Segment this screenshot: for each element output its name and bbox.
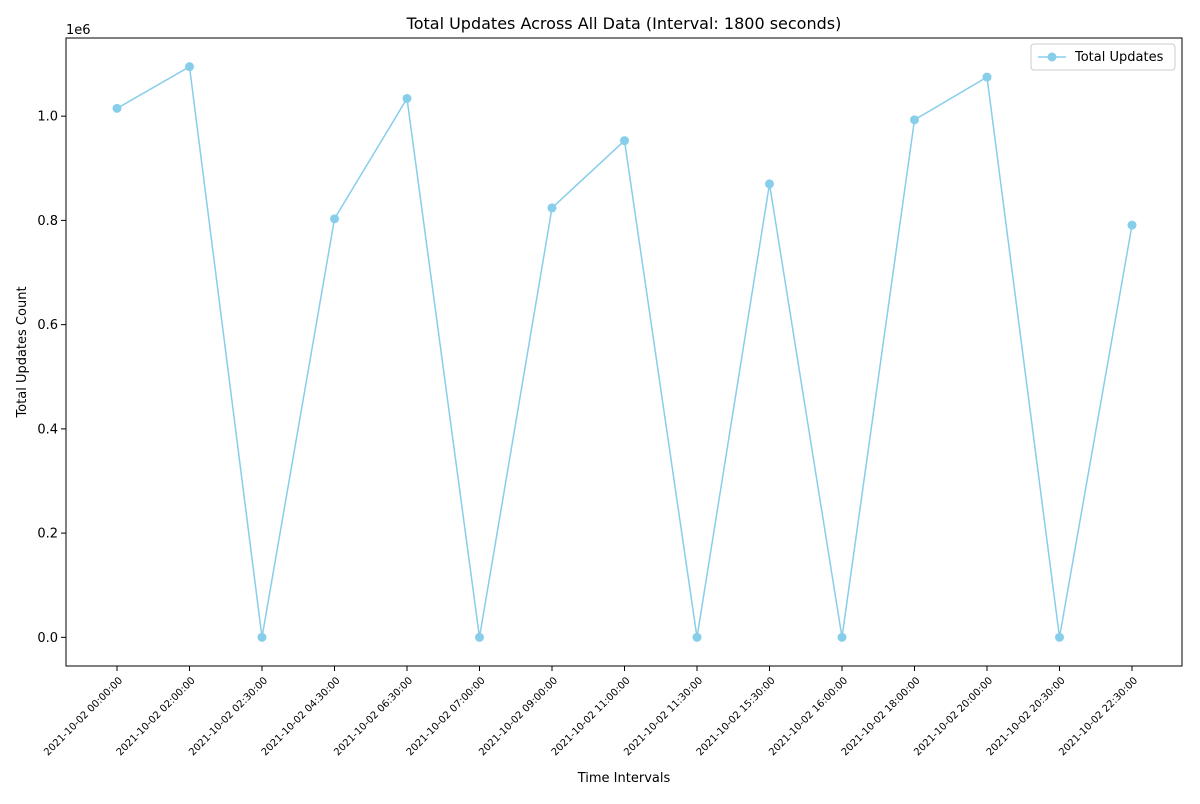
legend-marker-swatch [1047, 52, 1057, 62]
data-point [1055, 632, 1064, 642]
plot-area-frame [65, 37, 1183, 667]
y-tick-label: 0.6 [37, 318, 58, 333]
data-point [185, 62, 194, 72]
data-point [910, 115, 919, 125]
y-tick-label: 0.0 [37, 631, 58, 646]
data-point [765, 179, 774, 189]
data-point [330, 214, 339, 224]
data-point [402, 93, 412, 103]
data-point [547, 203, 557, 213]
legend-box [1030, 43, 1176, 71]
y-tick-label: 0.2 [37, 527, 58, 542]
data-point [982, 72, 992, 82]
y-axis-offset-label: 1e6 [66, 23, 91, 38]
data-point [620, 136, 629, 146]
y-tick-label: 1.0 [37, 110, 58, 125]
legend: Total Updates [1030, 43, 1176, 71]
data-point [112, 103, 122, 113]
y-axis-ticks: 0.0 0.2 0.4 0.6 0.8 1.0 [37, 110, 66, 646]
series-layer [112, 62, 1137, 642]
data-point [1127, 220, 1137, 230]
y-tick-label: 0.4 [37, 422, 58, 437]
data-point [837, 632, 847, 642]
legend-label-total-updates: Total Updates [1074, 50, 1164, 65]
data-point [692, 632, 702, 642]
y-tick-label: 0.8 [37, 214, 58, 229]
data-point [257, 632, 267, 642]
x-axis-label: Time Intervals [577, 771, 671, 786]
data-point [475, 632, 484, 642]
y-axis-label: Total Updates Count [15, 286, 30, 418]
chart-title: Total Updates Across All Data (Interval:… [406, 14, 842, 33]
